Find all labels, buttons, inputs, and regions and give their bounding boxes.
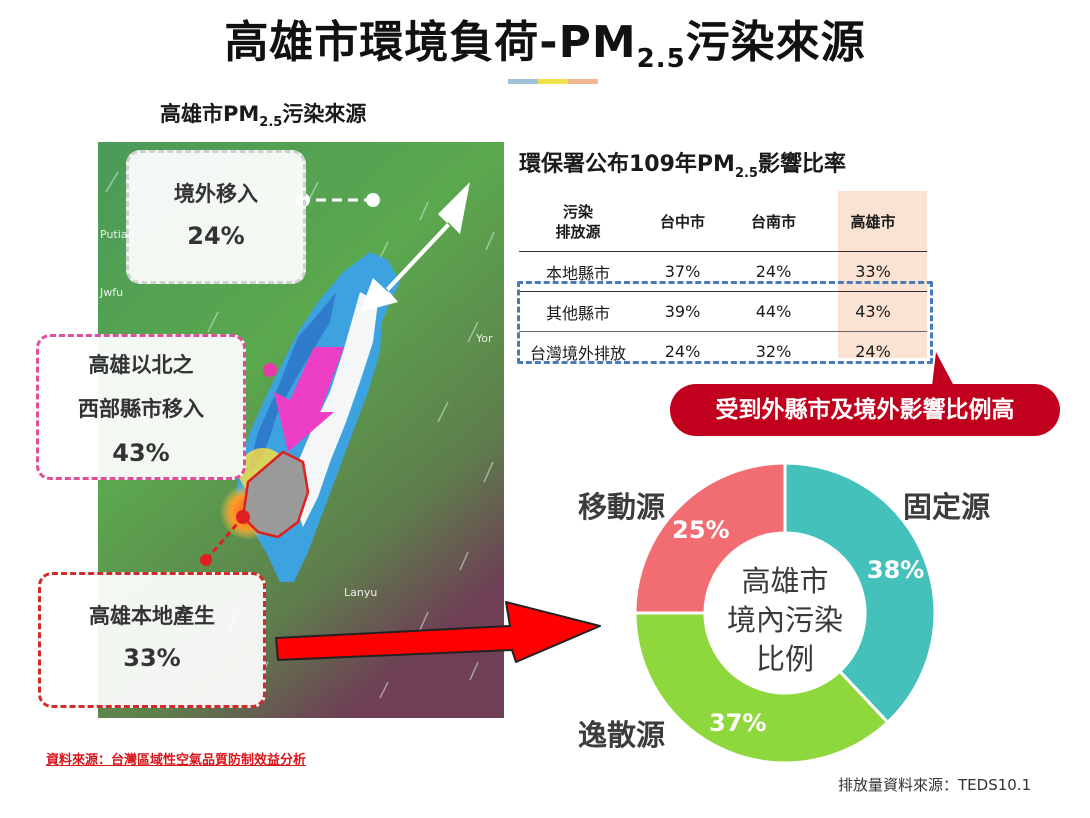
title-underline-blue — [508, 79, 538, 84]
cell-value: 24% — [855, 342, 891, 361]
place-label-yor: Yor — [475, 332, 493, 345]
donut-center-line3: 比例 — [756, 642, 814, 676]
west-migration-arrow-icon — [274, 347, 344, 452]
row-label: 其他縣市 — [519, 291, 637, 332]
west-haze — [248, 292, 336, 472]
place-label-jwfu: Jwfu — [99, 286, 123, 299]
page-title: 高雄市環境負荷-PM2.5污染來源 — [224, 17, 866, 74]
row-label: 台灣境外排放 — [529, 343, 626, 363]
header-tainan: 台南市 — [728, 193, 819, 252]
map-heading: 高雄市PM2.5污染來源 — [160, 102, 367, 130]
cell-value: 44% — [728, 291, 819, 332]
place-label-lanyu: Lanyu — [344, 586, 377, 599]
header-source: 污染 排放源 — [519, 193, 637, 252]
red-arrow-icon — [275, 601, 601, 663]
ratio-badge: 受到外縣市及境外影響比例高 — [670, 384, 1060, 436]
title-underline-peach — [568, 79, 598, 84]
donut-label-mobile: 移動源 — [578, 490, 666, 524]
import-arrow-icon — [360, 182, 470, 312]
donut-pct-1: 37% — [709, 709, 766, 737]
donut-pct-2: 25% — [672, 516, 729, 544]
central-mountains — [294, 292, 378, 527]
donut-label-fixed: 固定源 — [903, 490, 991, 524]
header-taichung: 台中市 — [637, 193, 728, 252]
donut-center-line1: 高雄市 — [741, 564, 828, 598]
impact-table: 污染 排放源 台中市 台南市 高雄市 本地縣市 37% 24% 33% 其他縣市… — [519, 193, 927, 371]
callout-local: 高雄本地產生 33% — [38, 572, 266, 708]
cell-value: 24% — [664, 342, 701, 361]
cell-value: 43% — [819, 291, 927, 332]
external-influence-highlight-box — [517, 281, 933, 364]
donut-pct-0: 38% — [867, 556, 924, 584]
donut-slice-2 — [633, 461, 787, 615]
pollution-donut-chart: 38% 37% 25% 高雄市 境內污染 比例 — [633, 461, 937, 765]
donut-slice-1 — [633, 611, 890, 765]
place-label-putian: Putian — [100, 228, 135, 241]
data-source-right: 排放量資料來源：TEDS10.1 — [838, 776, 1032, 794]
table-row: 台灣境外排放 24% 32% 24% — [519, 332, 927, 372]
cell-value: 33% — [819, 251, 927, 292]
kaohsiung-boundary — [241, 450, 310, 539]
donut-slice-0 — [783, 461, 937, 725]
cell-value: 39% — [637, 291, 728, 332]
donut-center-line2: 境內污染 — [727, 603, 843, 637]
table-row: 本地縣市 37% 24% 33% — [519, 251, 927, 292]
row-label: 本地縣市 — [519, 251, 637, 292]
title-underline-yellow — [538, 79, 568, 84]
table-title: 環保署公布109年PM2.5影響比率 — [519, 152, 846, 181]
cell-value: 37% — [637, 251, 728, 292]
donut-label-fugitive: 逸散源 — [578, 718, 666, 752]
table-row: 其他縣市 39% 44% 43% — [519, 291, 927, 332]
donut-center-text: 高雄市 境內污染 比例 — [727, 564, 843, 676]
header-kaohsiung: 高雄市 — [819, 193, 927, 252]
callout-west: 高雄以北之 西部縣市移入 43% — [36, 334, 246, 480]
cell-value: 32% — [755, 342, 792, 361]
cell-value: 24% — [728, 251, 819, 292]
callout-import: 境外移入 24% — [126, 150, 306, 284]
badge-pointer — [932, 352, 954, 386]
data-source-left: 資料來源：台灣區域性空氣品質防制效益分析 — [46, 753, 307, 768]
